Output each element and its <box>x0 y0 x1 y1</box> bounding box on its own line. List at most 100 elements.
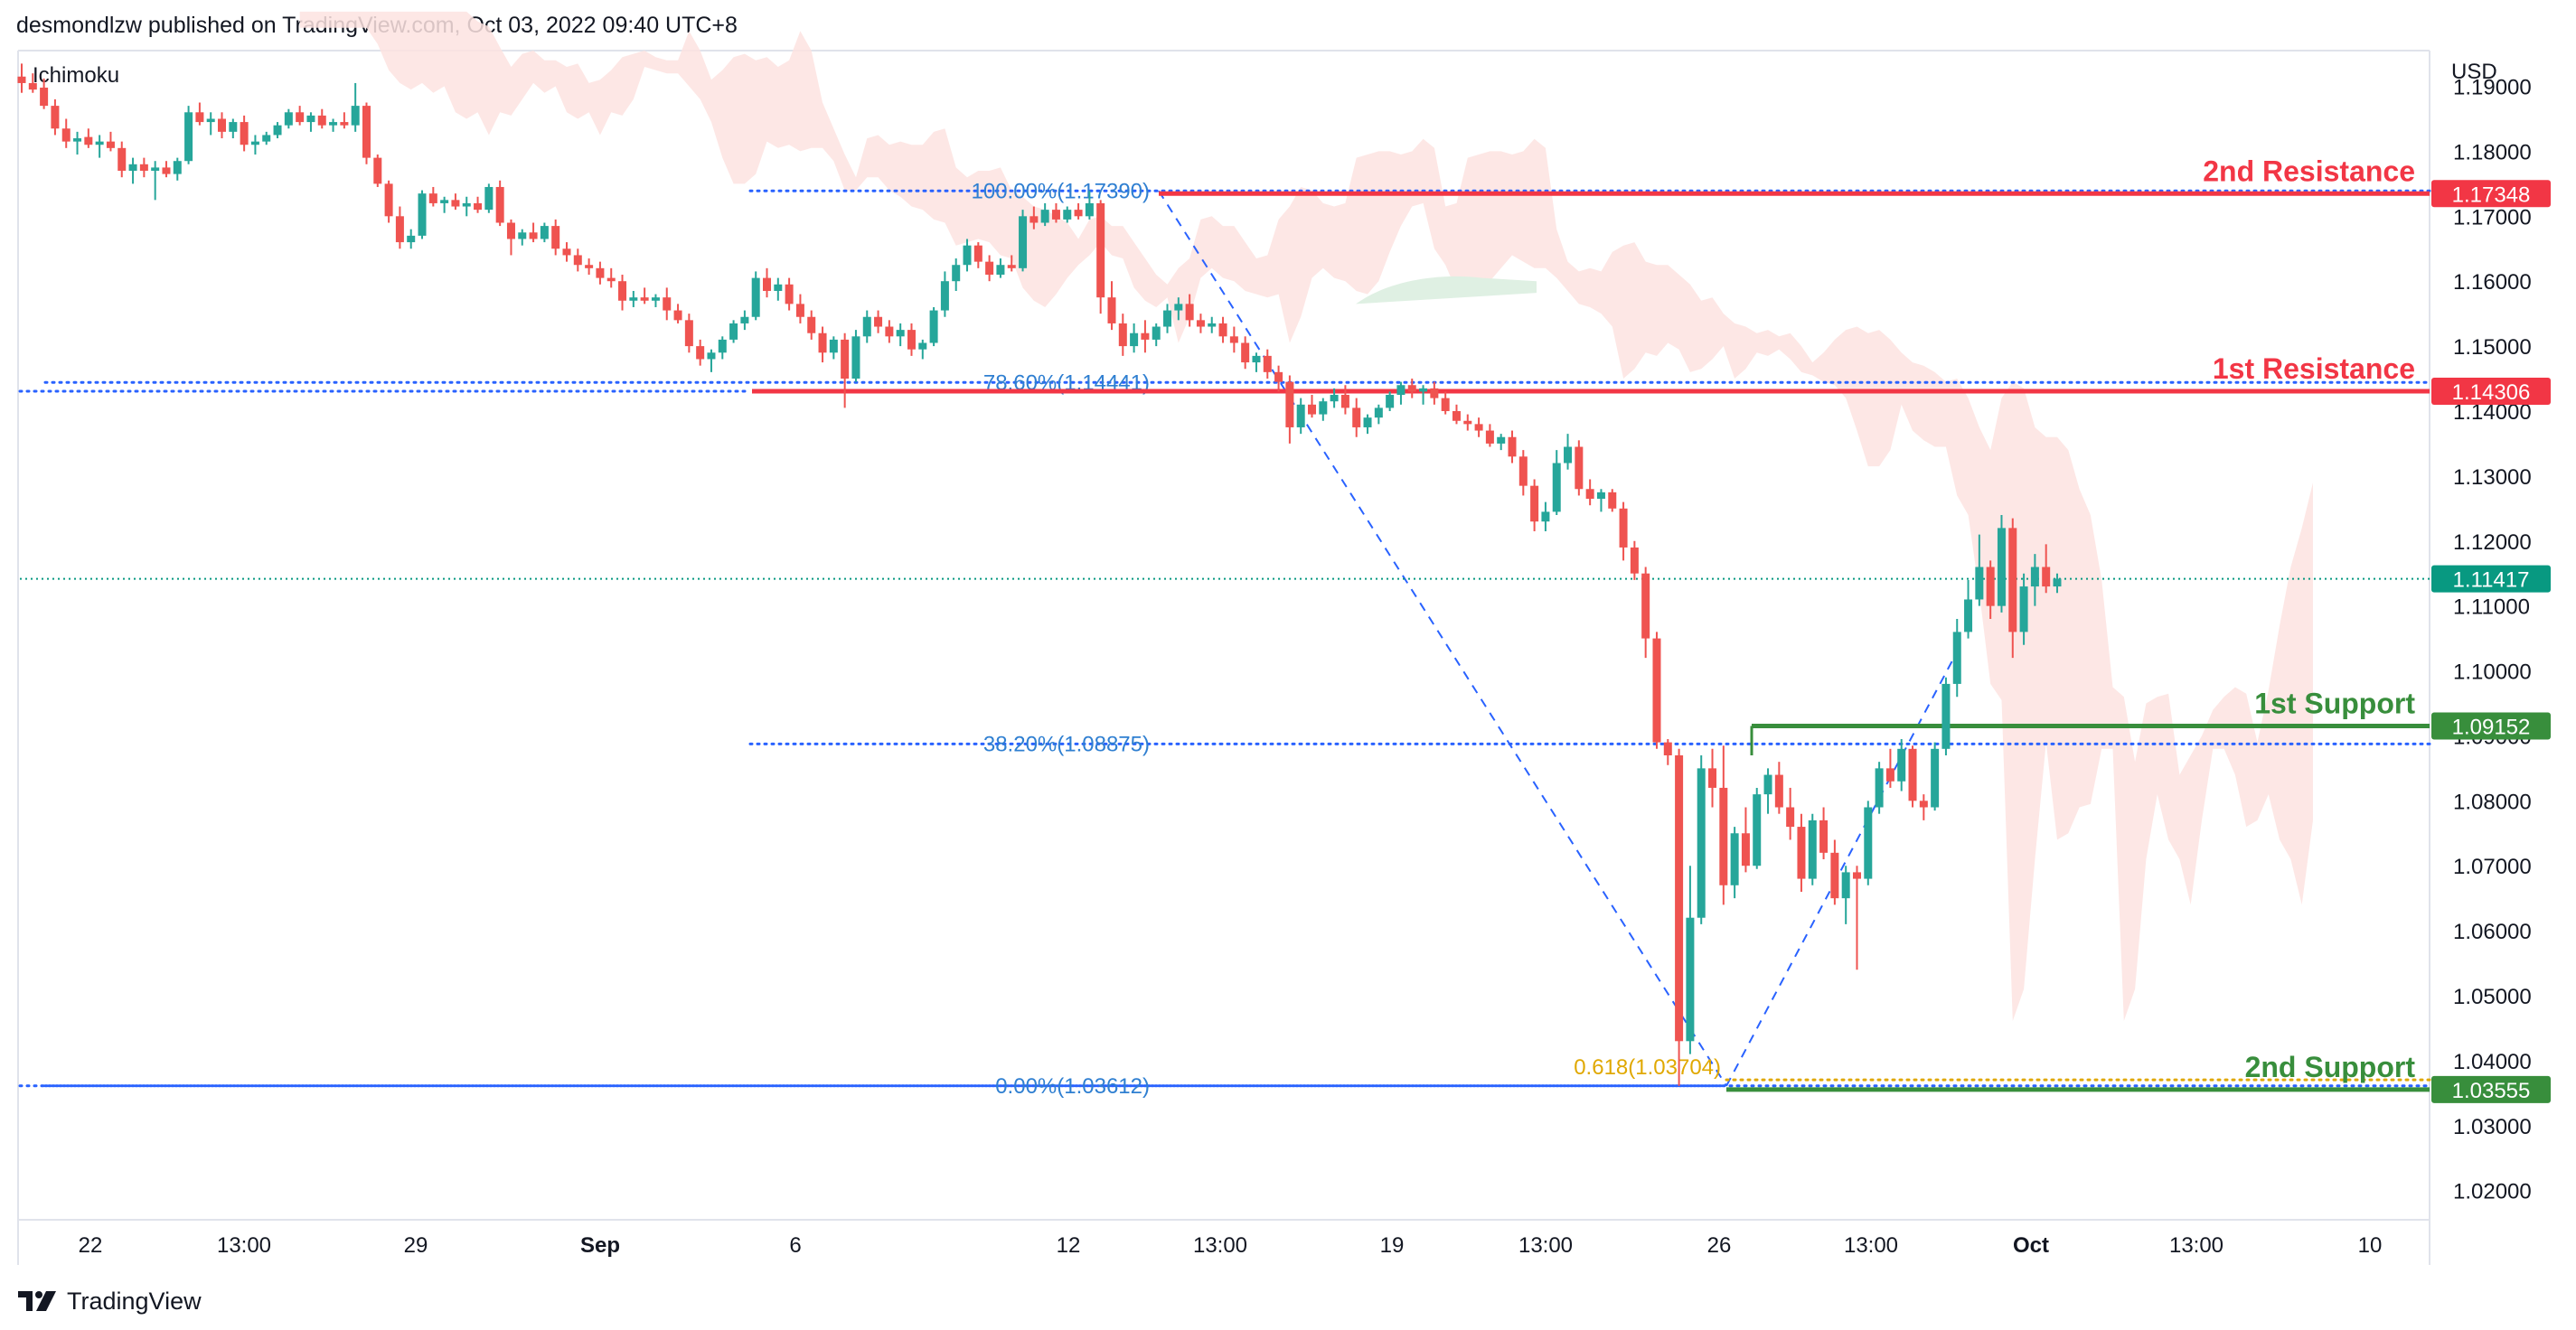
candle-body[interactable] <box>495 186 504 223</box>
candle-body[interactable] <box>162 167 171 174</box>
candle-body[interactable] <box>1730 833 1739 885</box>
candle-body[interactable] <box>1085 202 1094 217</box>
candle-body[interactable] <box>418 193 427 236</box>
candle-body[interactable] <box>1196 320 1205 327</box>
candle-body[interactable] <box>229 122 238 132</box>
candle-body[interactable] <box>1419 388 1428 392</box>
candle-body[interactable] <box>262 135 271 142</box>
candle-body[interactable] <box>106 141 115 148</box>
candle-body[interactable] <box>1708 768 1717 788</box>
candle-body[interactable] <box>1852 872 1861 879</box>
candle-body[interactable] <box>1719 787 1728 885</box>
candle-body[interactable] <box>1608 492 1617 509</box>
candle-body[interactable] <box>1229 336 1238 343</box>
candle-body[interactable] <box>340 122 349 126</box>
candle-body[interactable] <box>841 339 850 379</box>
candle-body[interactable] <box>1307 404 1316 415</box>
candle-body[interactable] <box>1697 768 1706 918</box>
candle-body[interactable] <box>763 277 772 291</box>
candle-body[interactable] <box>1063 210 1072 220</box>
candle-body[interactable] <box>1619 508 1628 548</box>
candle-body[interactable] <box>551 226 560 249</box>
candle-body[interactable] <box>629 297 638 301</box>
candle-body[interactable] <box>1096 202 1105 298</box>
candle-body[interactable] <box>1296 404 1305 427</box>
candle-body[interactable] <box>84 136 93 145</box>
candle-body[interactable] <box>1352 407 1361 427</box>
candle-body[interactable] <box>462 202 471 207</box>
candle-body[interactable] <box>2053 578 2062 587</box>
candle-body[interactable] <box>1396 385 1406 396</box>
candle-body[interactable] <box>529 232 538 239</box>
candle-body[interactable] <box>1508 436 1517 457</box>
candle-body[interactable] <box>1386 395 1395 408</box>
candle-body[interactable] <box>573 255 582 266</box>
candle-body[interactable] <box>663 297 672 311</box>
candle-body[interactable] <box>206 118 215 123</box>
indicator-label-ichimoku[interactable]: Ichimoku <box>33 63 120 88</box>
candle-body[interactable] <box>618 281 627 301</box>
candle-body[interactable] <box>1285 381 1294 427</box>
candle-body[interactable] <box>1141 332 1150 340</box>
candle-body[interactable] <box>440 200 449 203</box>
candle-body[interactable] <box>640 297 649 301</box>
candle-body[interactable] <box>1185 304 1194 321</box>
candle-body[interactable] <box>673 310 682 321</box>
candle-body[interactable] <box>885 326 894 337</box>
candle-body[interactable] <box>651 297 660 301</box>
candle-body[interactable] <box>73 138 82 142</box>
candle-body[interactable] <box>1019 216 1028 268</box>
candle-body[interactable] <box>373 157 382 184</box>
candle-body[interactable] <box>218 118 227 132</box>
candle-body[interactable] <box>139 164 148 171</box>
candle-body[interactable] <box>1374 407 1383 418</box>
candle-body[interactable] <box>729 323 738 340</box>
candle-body[interactable] <box>1986 567 1995 606</box>
candle-body[interactable] <box>1363 417 1372 427</box>
candle-body[interactable] <box>1564 446 1573 464</box>
candle-body[interactable] <box>1029 216 1039 223</box>
candle-body[interactable] <box>2042 567 2051 587</box>
candle-body[interactable] <box>1263 355 1272 372</box>
candle-body[interactable] <box>1975 567 1984 600</box>
candle-body[interactable] <box>1218 323 1227 337</box>
candle-body[interactable] <box>684 320 693 347</box>
candle-body[interactable] <box>329 122 338 126</box>
candle-body[interactable] <box>718 339 727 353</box>
candle-body[interactable] <box>518 232 527 239</box>
candle-body[interactable] <box>284 112 293 126</box>
candle-body[interactable] <box>451 200 460 207</box>
candle-body[interactable] <box>317 115 326 126</box>
candle-body[interactable] <box>250 141 259 145</box>
candle-body[interactable] <box>95 141 104 145</box>
candle-body[interactable] <box>751 277 760 317</box>
footer-brand[interactable]: TradingView <box>16 1283 202 1319</box>
candle-body[interactable] <box>1441 398 1450 411</box>
candle-body[interactable] <box>1007 265 1016 268</box>
candle-body[interactable] <box>907 330 916 350</box>
candle-body[interactable] <box>184 112 193 162</box>
candle-body[interactable] <box>1497 436 1506 444</box>
candle-body[interactable] <box>2019 586 2028 632</box>
price-axis[interactable]: 1.190001.180001.170001.160001.150001.140… <box>2453 76 2532 1204</box>
candle-body[interactable] <box>1163 310 1172 327</box>
candle-body[interactable] <box>1630 547 1639 574</box>
candle-body[interactable] <box>985 261 994 276</box>
candle-body[interactable] <box>818 332 827 353</box>
candle-body[interactable] <box>1541 511 1550 522</box>
candle-body[interactable] <box>963 245 972 266</box>
candle-body[interactable] <box>1964 599 1973 632</box>
candle-body[interactable] <box>240 122 249 145</box>
candle-body[interactable] <box>795 304 804 317</box>
candle-body[interactable] <box>940 281 949 311</box>
candle-body[interactable] <box>407 235 416 243</box>
candle-body[interactable] <box>1952 632 1961 684</box>
candle-body[interactable] <box>1340 395 1349 408</box>
candle-body[interactable] <box>428 193 437 203</box>
candle-body[interactable] <box>1864 807 1873 879</box>
candle-body[interactable] <box>851 336 860 379</box>
candle-body[interactable] <box>1919 801 1928 808</box>
candle-body[interactable] <box>1786 807 1795 828</box>
candle-body[interactable] <box>1485 430 1494 444</box>
candle-body[interactable] <box>807 316 816 333</box>
